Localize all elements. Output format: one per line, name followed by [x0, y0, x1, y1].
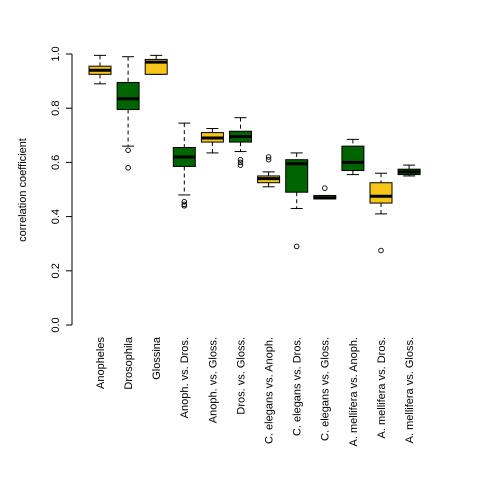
outlier-point — [237, 156, 244, 163]
box-iqr — [116, 81, 140, 111]
x-tick-label: A. mellifera vs. Dros. — [376, 337, 388, 438]
y-tick-label: 1.0 — [50, 46, 62, 61]
box-iqr — [369, 182, 393, 204]
y-axis: 0.0 0.2 0.4 0.6 0.8 1.0 — [50, 46, 73, 333]
outlier-point — [125, 165, 131, 171]
outlier-point — [237, 159, 244, 166]
outlier-point — [293, 243, 300, 250]
x-tick-label: Anoph. vs. Gloss. — [207, 337, 219, 423]
box-group — [341, 138, 365, 176]
x-axis-tick-labels: Anopheles Drosophila Glossina Anoph. vs. Dr… — [95, 336, 416, 446]
outlier-point — [181, 203, 188, 209]
box-group — [172, 122, 196, 209]
x-tick-label: Anopheles — [95, 337, 107, 389]
box-group — [200, 128, 224, 154]
box-series — [88, 54, 421, 254]
outlier-point — [265, 156, 272, 163]
box-group — [257, 154, 281, 188]
y-tick-label: 0.2 — [50, 263, 62, 278]
box-iqr — [341, 145, 365, 172]
box-group — [144, 54, 168, 75]
box-group — [116, 56, 140, 171]
box-group — [313, 185, 337, 200]
x-tick-label: C. elegans vs. Gloss. — [320, 337, 332, 441]
x-tick-label: A. mellifera vs. Anoph. — [348, 337, 360, 446]
y-axis-label: correlation coefficient — [17, 138, 29, 242]
x-tick-label: C. elegans vs. Dros. — [292, 337, 304, 436]
x-tick-label: A. mellifera vs. Gloss. — [404, 337, 416, 443]
outlier-point — [378, 247, 384, 254]
y-tick-label: 0.4 — [50, 209, 62, 224]
x-tick-label: C. elegans vs. Anoph. — [263, 337, 275, 444]
box-group — [229, 117, 252, 168]
box-group — [369, 172, 393, 254]
x-tick-label: Anoph. vs. Dros. — [179, 337, 191, 418]
y-tick-label: 0.6 — [50, 155, 62, 170]
x-tick-label: Glossina — [151, 336, 163, 380]
x-tick-label: Dros. vs. Gloss. — [235, 337, 247, 415]
outlier-point — [237, 162, 244, 168]
box-group — [285, 152, 309, 250]
outlier-point — [265, 154, 272, 160]
outlier-point — [181, 198, 188, 205]
box-group — [397, 164, 421, 177]
y-tick-label: 0.0 — [50, 317, 62, 332]
outlier-point — [322, 185, 328, 191]
outlier-point — [125, 147, 131, 153]
x-tick-label: Drosophila — [123, 336, 135, 389]
box-iqr — [285, 159, 309, 193]
box-group — [88, 54, 112, 85]
y-tick-label: 0.8 — [50, 101, 62, 116]
